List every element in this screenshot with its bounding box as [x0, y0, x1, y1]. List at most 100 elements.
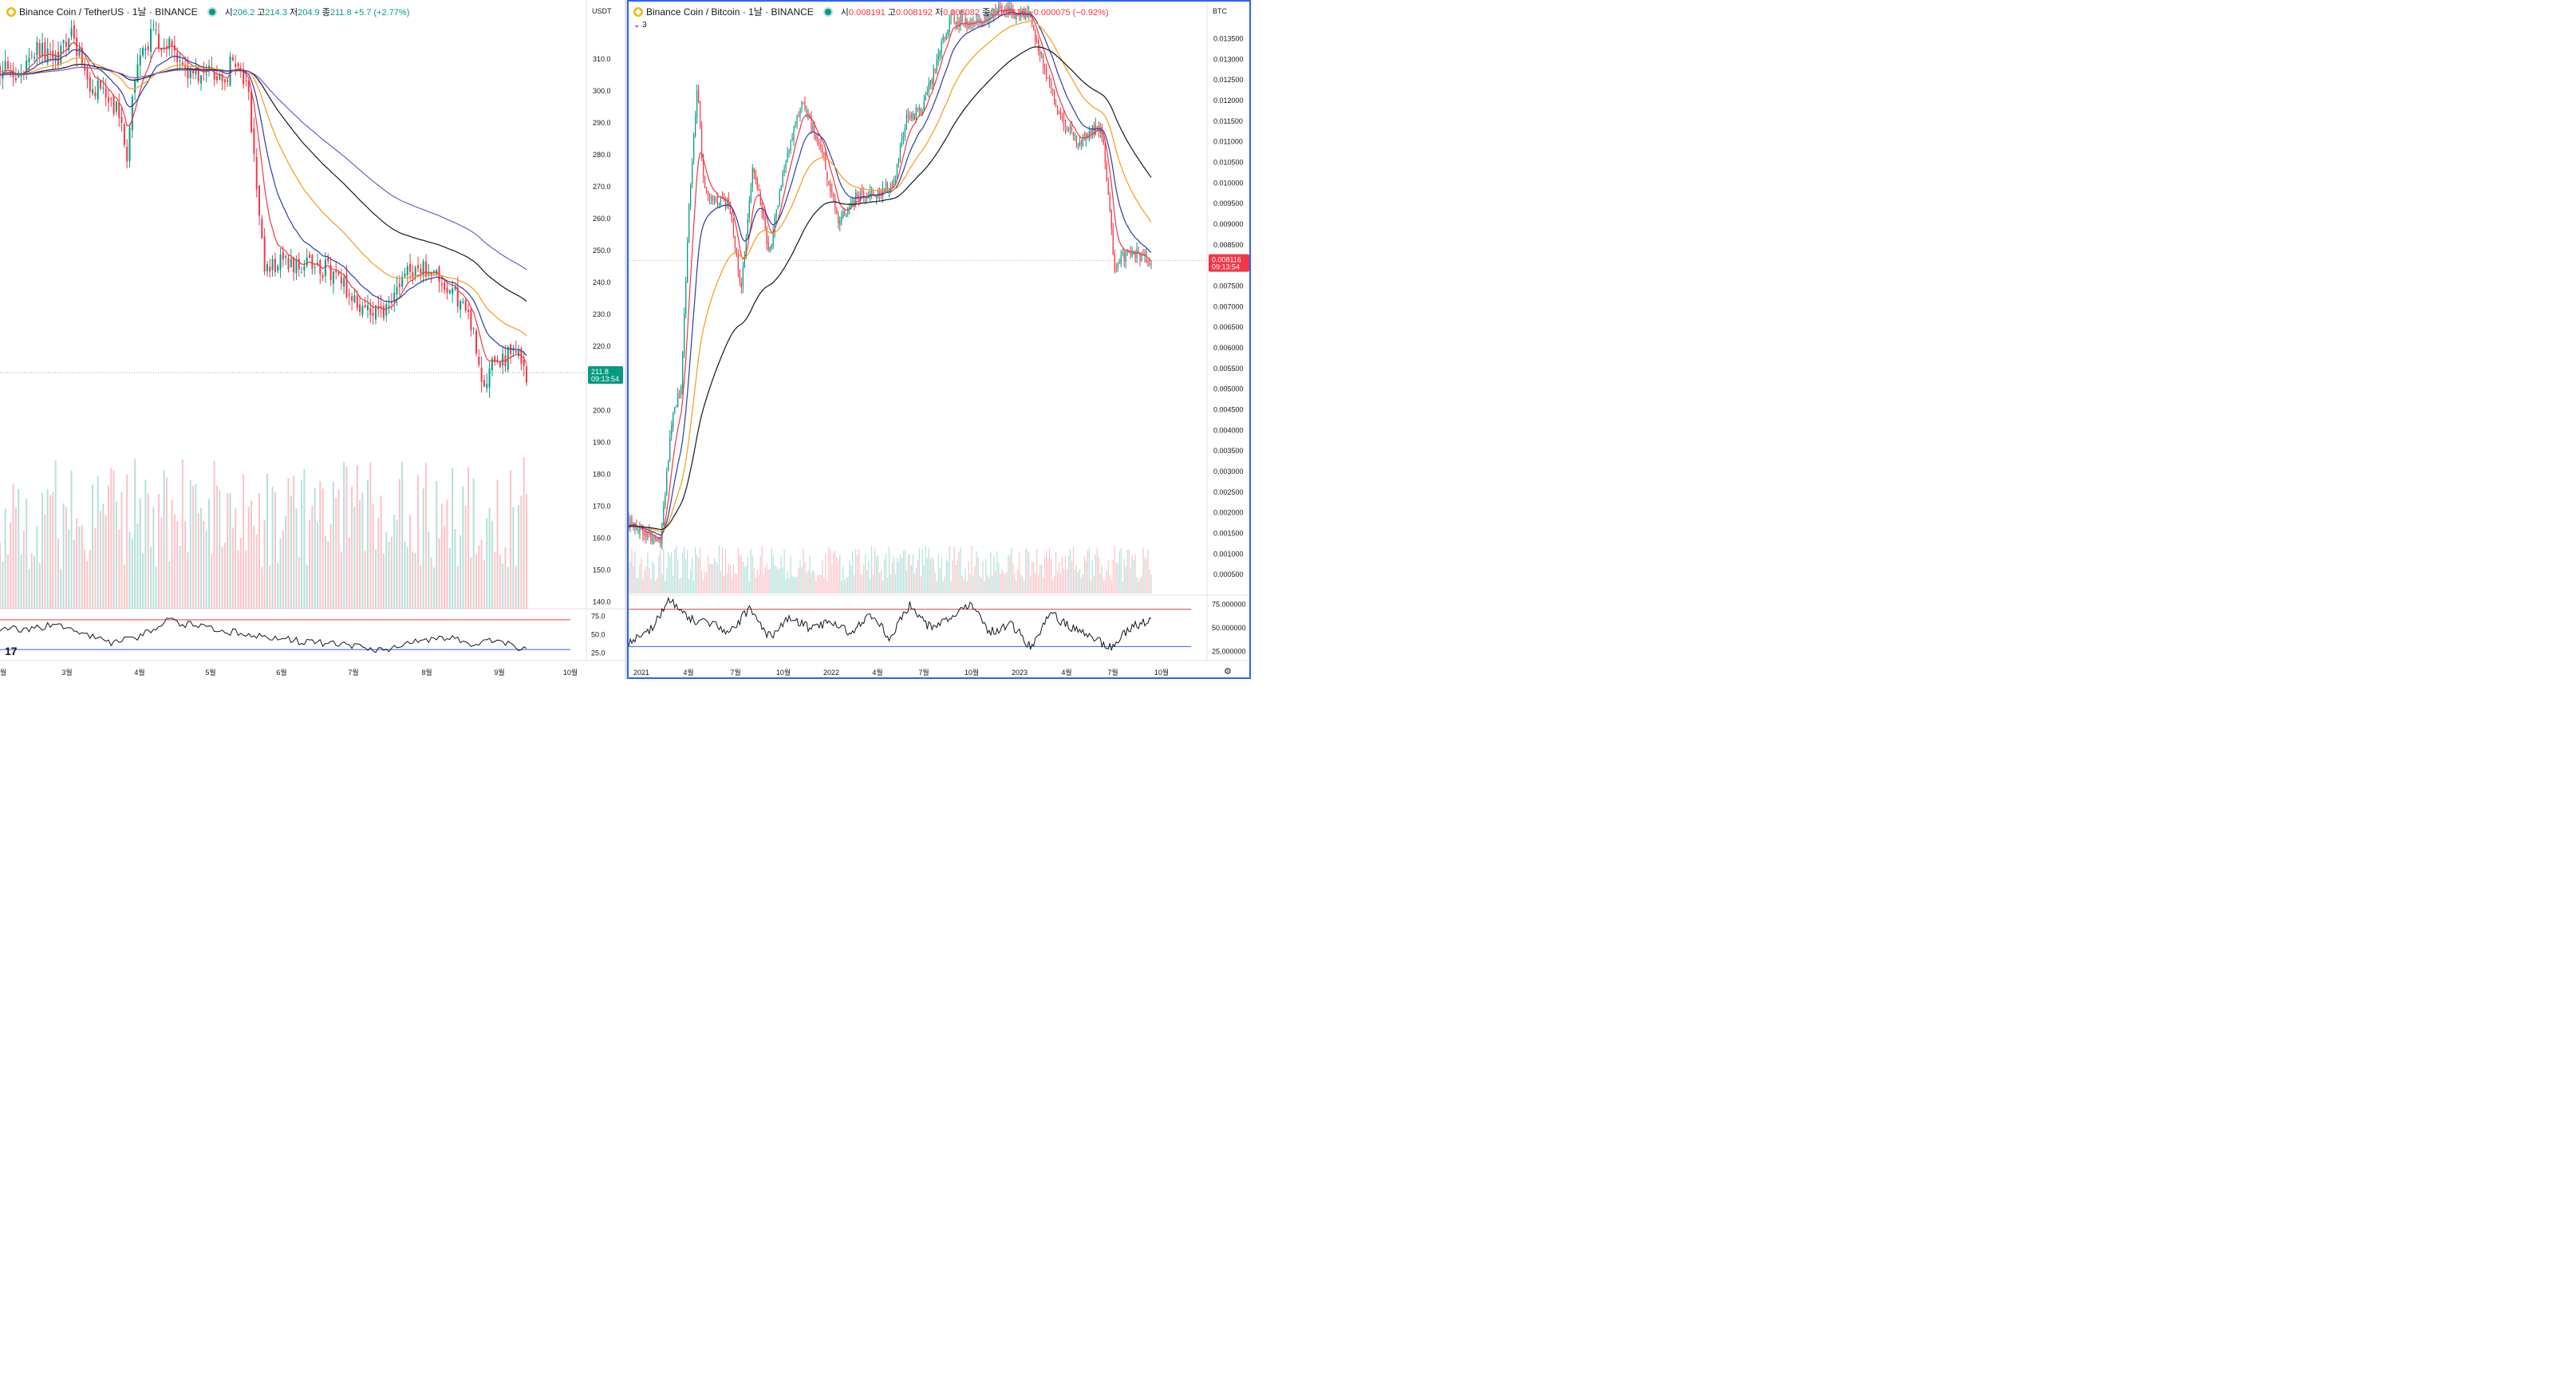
volume-bar [142, 553, 144, 609]
volume-bar [960, 547, 961, 594]
candle-body [1141, 254, 1142, 261]
price-axis-tick: 270.0 [593, 183, 611, 191]
price-axis-tick: 140.0 [593, 598, 611, 606]
candle-body [369, 308, 372, 315]
indicators-collapse-button[interactable]: ⌄ 3 [633, 21, 647, 30]
volume-bar [777, 569, 779, 594]
symbol-title-right[interactable]: Binance Coin / Bitcoin · 1날 · BINANCE [646, 6, 814, 18]
volume-bar [60, 569, 62, 609]
candle-body [150, 29, 152, 53]
volume-bar [372, 504, 374, 609]
candle-body [237, 63, 239, 66]
volume-bar [653, 563, 655, 594]
candle-body [858, 195, 860, 201]
volume-bar [73, 539, 75, 609]
volume-bar [934, 572, 936, 594]
volume-bar [440, 503, 443, 609]
volume-bar [266, 473, 268, 609]
volume-bar [1067, 556, 1070, 594]
volume-bar [963, 579, 965, 594]
volume-bar [791, 575, 793, 594]
currency-unit-left[interactable]: USDT [592, 7, 612, 15]
candle-body [785, 161, 787, 168]
volume-bar [1004, 574, 1006, 594]
symbol-title-left[interactable]: Binance Coin / TetherUS · 1날 · BINANCE [19, 6, 198, 18]
candle-body [1093, 126, 1095, 136]
volume-bar [235, 508, 237, 609]
volume-bar [420, 565, 422, 609]
volume-bar [1012, 562, 1014, 594]
chart-canvas-left[interactable]: 140.0150.0160.0170.0180.0190.0200.0210.0… [0, 0, 625, 679]
candle-body [680, 386, 682, 395]
volume-bar [998, 562, 1000, 594]
volume-bar [988, 578, 990, 594]
volume-bar [721, 547, 724, 594]
candle-body [467, 310, 470, 312]
volume-bar [841, 581, 842, 594]
volume-bar [942, 581, 944, 594]
volume-bar [950, 581, 952, 594]
volume-bar [112, 470, 115, 609]
candle-body [1035, 30, 1036, 41]
volume-bar [229, 493, 231, 609]
candle-body [523, 360, 525, 366]
volume-bar [351, 486, 353, 609]
currency-unit-right[interactable]: BTC [1213, 7, 1227, 15]
chart-pane-bnb-btc[interactable]: 0.000500 0.001000 0.001500 0.002000 0.002500… [627, 0, 1251, 679]
volume-bar [1114, 546, 1115, 594]
candle-body [448, 290, 451, 294]
volume-bar [985, 558, 987, 594]
volume-bar [502, 562, 504, 609]
candle-body [165, 46, 168, 49]
candle-body [464, 300, 467, 311]
volume-bar [380, 495, 382, 609]
candle-body [790, 142, 791, 151]
candle-body [123, 124, 125, 145]
candle-body [663, 506, 665, 526]
volume-bar [1101, 565, 1103, 594]
rsi-axis-tick: 25.0 [591, 649, 606, 657]
volume-bar [910, 565, 912, 594]
settings-gear-icon[interactable]: ⚙ [1224, 667, 1232, 677]
volume-bar [637, 578, 639, 594]
volume-bar [1080, 578, 1082, 594]
volume-bar [639, 564, 641, 594]
volume-bar [1136, 577, 1138, 594]
volume-bar [798, 567, 799, 594]
candle-body [682, 352, 684, 389]
volume-bar [1039, 565, 1041, 594]
volume-bar [1096, 547, 1098, 594]
volume-bar [38, 562, 41, 609]
candle-body [702, 154, 704, 177]
volume-bar [804, 562, 806, 594]
volume-bar [18, 488, 20, 609]
volume-bar [809, 555, 811, 594]
candle-body [963, 24, 965, 26]
candle-body [658, 537, 660, 541]
volume-bar [52, 492, 54, 609]
candle-body [440, 283, 443, 286]
candle-body [718, 204, 720, 206]
volume-bar [693, 580, 695, 594]
volume-bar [704, 571, 706, 594]
volume-bar [369, 462, 372, 609]
volume-bar [34, 556, 36, 609]
candle-body [205, 73, 207, 76]
candle-body [720, 199, 722, 207]
chart-header-left: Binance Coin / TetherUS · 1날 · BINANCE 시… [6, 5, 409, 18]
price-axis-tick: 0.006000 [1213, 344, 1244, 352]
volume-bar [682, 553, 684, 594]
candle-body [359, 304, 361, 313]
volume-bar [46, 489, 49, 609]
volume-bar [269, 566, 271, 609]
chart-pane-bnb-usdt[interactable]: 140.0150.0160.0170.0180.0190.0200.0210.0… [0, 0, 625, 679]
volume-bar [756, 569, 758, 594]
volume-bar [982, 561, 984, 594]
chart-canvas-right[interactable]: 0.000500 0.001000 0.001500 0.002000 0.002500… [627, 0, 1251, 679]
volume-bar [1104, 580, 1106, 594]
candle-body [1122, 253, 1123, 255]
candle-body [295, 258, 298, 274]
tradingview-logo-icon[interactable]: 17 [5, 645, 18, 657]
volume-bar [406, 547, 408, 609]
pane-divider[interactable] [625, 0, 627, 679]
